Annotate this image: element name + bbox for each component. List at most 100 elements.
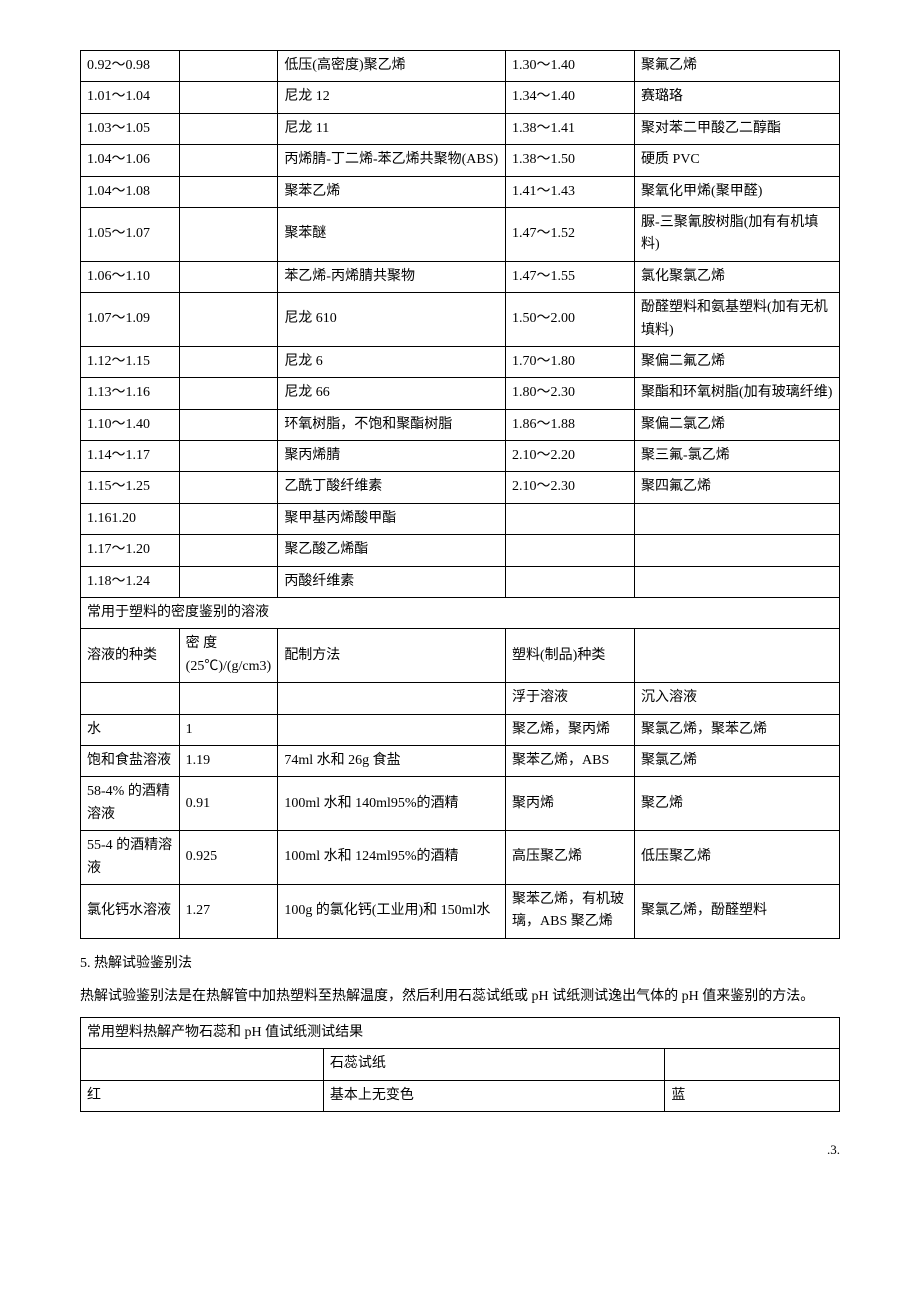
density-cell: 聚酯和环氧树脂(加有玻璃纤维) — [635, 378, 840, 409]
pyro-cell: 蓝 — [665, 1080, 840, 1111]
density-cell — [179, 145, 278, 176]
density-cell: 1.86～1.88 — [506, 409, 635, 440]
pyro-cell — [81, 1049, 324, 1080]
solution-cell: 58-4% 的酒精溶液 — [81, 777, 180, 831]
density-cell — [635, 535, 840, 566]
density-cell — [179, 207, 278, 261]
density-cell — [179, 346, 278, 377]
solution-section-header: 常用于塑料的密度鉴别的溶液 — [81, 598, 840, 629]
density-cell: 脲-三聚氰胺树脂(加有有机填料) — [635, 207, 840, 261]
density-cell: 尼龙 6 — [278, 346, 506, 377]
solution-header-cell: 塑料(制品)种类 — [506, 629, 635, 683]
density-cell: 1.70～1.80 — [506, 346, 635, 377]
density-cell: 聚偏二氟乙烯 — [635, 346, 840, 377]
density-cell: 苯乙烯-丙烯腈共聚物 — [278, 261, 506, 292]
density-cell — [635, 503, 840, 534]
density-cell — [179, 293, 278, 347]
density-cell: 1.30～1.40 — [506, 51, 635, 82]
solution-header-cell: 溶液的种类 — [81, 629, 180, 683]
density-cell: 1.01～1.04 — [81, 82, 180, 113]
solution-cell: 1.19 — [179, 745, 278, 776]
density-cell — [179, 51, 278, 82]
density-cell: 尼龙 11 — [278, 113, 506, 144]
density-cell: 1.04～1.08 — [81, 176, 180, 207]
page-number: .3. — [80, 1142, 840, 1158]
section5-title: 5. 热解试验鉴别法 — [80, 951, 840, 976]
density-cell: 环氧树脂，不饱和聚酯树脂 — [278, 409, 506, 440]
solution-cell: 0.925 — [179, 831, 278, 885]
solution-cell — [278, 714, 506, 745]
density-cell: 1.34～1.40 — [506, 82, 635, 113]
solution-cell: 低压聚乙烯 — [635, 831, 840, 885]
density-cell: 聚偏二氯乙烯 — [635, 409, 840, 440]
density-cell: 1.38～1.41 — [506, 113, 635, 144]
density-cell — [179, 535, 278, 566]
solution-cell: 74ml 水和 26g 食盐 — [278, 745, 506, 776]
solution-subheader-cell: 沉入溶液 — [635, 683, 840, 714]
density-cell: 聚对苯二甲酸乙二醇酯 — [635, 113, 840, 144]
solution-header-cell: 密 度 (25℃)/(g/cm3) — [179, 629, 278, 683]
solution-cell: 55-4 的酒精溶液 — [81, 831, 180, 885]
density-cell: 硬质 PVC — [635, 145, 840, 176]
density-cell: 赛璐珞 — [635, 82, 840, 113]
solution-cell: 聚丙烯 — [506, 777, 635, 831]
density-cell: 尼龙 12 — [278, 82, 506, 113]
solution-cell: 1.27 — [179, 884, 278, 938]
solution-cell: 饱和食盐溶液 — [81, 745, 180, 776]
density-cell: 1.12～1.15 — [81, 346, 180, 377]
density-cell: 1.14～1.17 — [81, 441, 180, 472]
density-cell: 0.92～0.98 — [81, 51, 180, 82]
density-cell: 1.38～1.50 — [506, 145, 635, 176]
section5-desc: 热解试验鉴别法是在热解管中加热塑料至热解温度，然后利用石蕊试纸或 pH 试纸测试… — [80, 984, 840, 1009]
solution-cell: 100ml 水和 124ml95%的酒精 — [278, 831, 506, 885]
solution-cell: 聚乙烯，聚丙烯 — [506, 714, 635, 745]
density-cell: 聚苯醚 — [278, 207, 506, 261]
density-cell: 1.10～1.40 — [81, 409, 180, 440]
density-cell — [635, 566, 840, 597]
density-cell: 1.80～2.30 — [506, 378, 635, 409]
solution-subheader-cell: 浮于溶液 — [506, 683, 635, 714]
density-cell — [179, 472, 278, 503]
density-cell: 聚苯乙烯 — [278, 176, 506, 207]
density-cell: 聚三氟-氯乙烯 — [635, 441, 840, 472]
solution-subheader-cell — [179, 683, 278, 714]
solution-cell: 聚氯乙烯 — [635, 745, 840, 776]
density-cell — [179, 176, 278, 207]
density-cell: 低压(高密度)聚乙烯 — [278, 51, 506, 82]
density-cell: 1.15～1.25 — [81, 472, 180, 503]
solution-subheader-cell — [278, 683, 506, 714]
density-cell: 1.17～1.20 — [81, 535, 180, 566]
density-cell: 1.161.20 — [81, 503, 180, 534]
density-cell: 聚乙酸乙烯酯 — [278, 535, 506, 566]
density-cell — [506, 503, 635, 534]
density-cell: 氯化聚氯乙烯 — [635, 261, 840, 292]
density-cell: 丙烯腈-丁二烯-苯乙烯共聚物(ABS) — [278, 145, 506, 176]
density-cell: 1.03～1.05 — [81, 113, 180, 144]
density-cell: 丙酸纤维素 — [278, 566, 506, 597]
density-cell — [179, 503, 278, 534]
solution-cell: 高压聚乙烯 — [506, 831, 635, 885]
solution-cell: 0.91 — [179, 777, 278, 831]
density-cell: 1.18～1.24 — [81, 566, 180, 597]
density-cell — [179, 261, 278, 292]
solution-cell: 100ml 水和 140ml95%的酒精 — [278, 777, 506, 831]
pyro-cell: 红 — [81, 1080, 324, 1111]
density-cell — [506, 566, 635, 597]
density-cell: 乙酰丁酸纤维素 — [278, 472, 506, 503]
density-cell: 2.10～2.20 — [506, 441, 635, 472]
density-cell: 聚四氟乙烯 — [635, 472, 840, 503]
solution-cell: 1 — [179, 714, 278, 745]
solution-cell: 聚苯乙烯，ABS — [506, 745, 635, 776]
density-cell — [179, 409, 278, 440]
density-cell — [179, 566, 278, 597]
solution-cell: 100g 的氯化钙(工业用)和 150ml水 — [278, 884, 506, 938]
density-cell — [506, 535, 635, 566]
solution-header-cell: 配制方法 — [278, 629, 506, 683]
pyro-header: 常用塑料热解产物石蕊和 pH 值试纸测试结果 — [81, 1018, 840, 1049]
density-cell — [179, 441, 278, 472]
density-cell — [179, 82, 278, 113]
solution-cell: 水 — [81, 714, 180, 745]
solution-subheader-cell — [81, 683, 180, 714]
density-cell — [179, 113, 278, 144]
density-cell: 尼龙 66 — [278, 378, 506, 409]
